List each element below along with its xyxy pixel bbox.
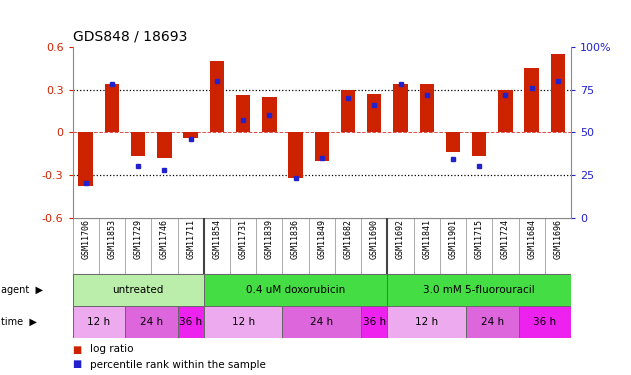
Bar [466,306,519,338]
Text: agent  ▶: agent ▶ [1,285,44,295]
Bar [184,132,198,138]
Text: GDS848 / 18693: GDS848 / 18693 [73,29,187,43]
Bar [236,95,251,132]
Text: GSM11854: GSM11854 [213,219,221,259]
Bar [283,306,361,338]
Text: time  ▶: time ▶ [1,316,37,327]
Text: GSM11901: GSM11901 [449,219,457,259]
Text: 12 h: 12 h [415,316,439,327]
Text: 0.4 uM doxorubicin: 0.4 uM doxorubicin [246,285,345,295]
Text: GSM11849: GSM11849 [317,219,326,259]
Bar [157,132,172,158]
Bar [209,61,224,132]
Bar [524,68,539,132]
Text: GSM11706: GSM11706 [81,219,90,259]
Bar [420,84,434,132]
Bar [73,274,204,306]
Text: GSM11690: GSM11690 [370,219,379,259]
Text: 12 h: 12 h [87,316,110,327]
Bar [131,132,145,156]
Text: 36 h: 36 h [533,316,557,327]
Bar [105,84,119,132]
Text: GSM11729: GSM11729 [134,219,143,259]
Bar [315,132,329,160]
Bar [361,306,387,338]
Text: 36 h: 36 h [363,316,386,327]
Bar [125,306,177,338]
Text: GSM11731: GSM11731 [239,219,247,259]
Text: 12 h: 12 h [232,316,255,327]
Text: ■: ■ [73,345,82,354]
Text: GSM11841: GSM11841 [422,219,431,259]
Text: GSM11853: GSM11853 [107,219,116,259]
Text: GSM11715: GSM11715 [475,219,484,259]
Text: GSM11839: GSM11839 [265,219,274,259]
Text: log ratio: log ratio [90,345,134,354]
Text: 36 h: 36 h [179,316,202,327]
Text: 24 h: 24 h [310,316,333,327]
Bar [177,306,204,338]
Bar [393,84,408,132]
Text: GSM11696: GSM11696 [553,219,562,259]
Bar [367,94,382,132]
Bar [519,306,571,338]
Bar [445,132,460,152]
Bar [262,97,276,132]
Bar [78,132,93,186]
Text: GSM11682: GSM11682 [343,219,353,259]
Text: GSM11684: GSM11684 [528,219,536,259]
Bar [204,274,387,306]
Text: 3.0 mM 5-fluorouracil: 3.0 mM 5-fluorouracil [423,285,535,295]
Text: 24 h: 24 h [481,316,504,327]
Bar [204,306,283,338]
Text: GSM11746: GSM11746 [160,219,169,259]
Bar [551,54,565,132]
Bar [387,274,571,306]
Bar [73,306,125,338]
Text: GSM11724: GSM11724 [501,219,510,259]
Bar [387,306,466,338]
Bar [341,90,355,132]
Bar [472,132,487,156]
Text: ■: ■ [73,360,82,369]
Text: 24 h: 24 h [139,316,163,327]
Text: GSM11692: GSM11692 [396,219,405,259]
Text: percentile rank within the sample: percentile rank within the sample [90,360,266,369]
Bar [498,90,512,132]
Text: GSM11836: GSM11836 [291,219,300,259]
Text: GSM11711: GSM11711 [186,219,195,259]
Bar [288,132,303,178]
Text: untreated: untreated [112,285,164,295]
